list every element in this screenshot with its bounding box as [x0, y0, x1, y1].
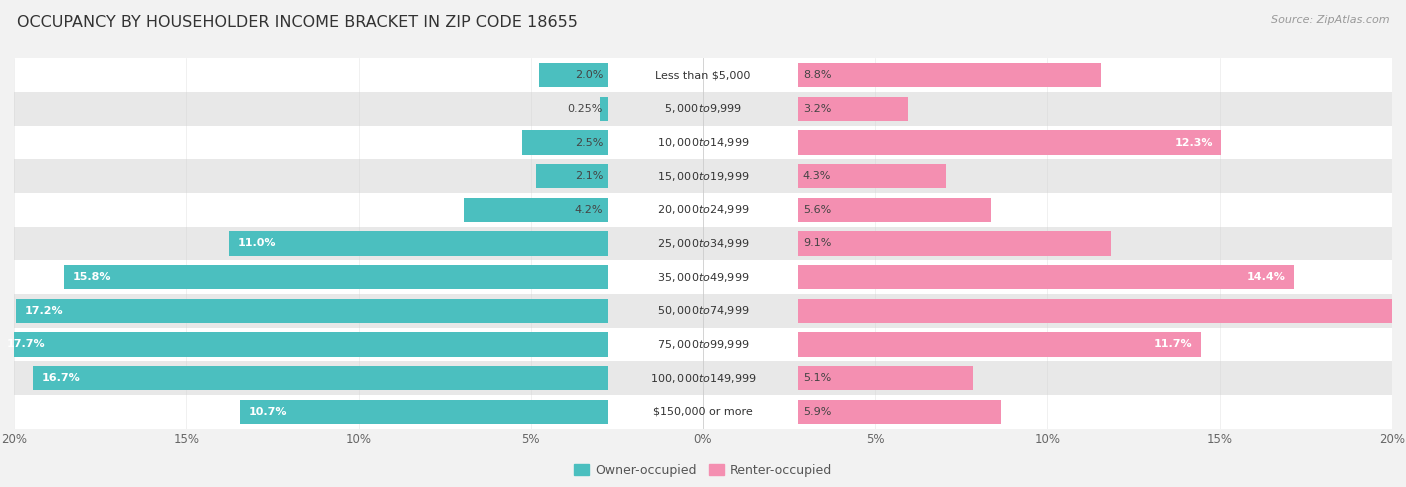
Text: $100,000 to $149,999: $100,000 to $149,999: [650, 372, 756, 385]
Bar: [14, 261, 1392, 294]
Bar: [32, 366, 609, 390]
Bar: [797, 97, 908, 121]
Text: 11.7%: 11.7%: [1153, 339, 1192, 350]
Text: 5.6%: 5.6%: [803, 205, 831, 215]
Text: 4.2%: 4.2%: [575, 205, 603, 215]
Text: $15,000 to $19,999: $15,000 to $19,999: [657, 169, 749, 183]
Text: $25,000 to $34,999: $25,000 to $34,999: [657, 237, 749, 250]
Bar: [14, 58, 1392, 92]
Bar: [14, 226, 1392, 261]
Text: $5,000 to $9,999: $5,000 to $9,999: [664, 102, 742, 115]
Text: 4.3%: 4.3%: [803, 171, 831, 181]
Bar: [239, 400, 609, 424]
Bar: [797, 332, 1201, 356]
Bar: [599, 97, 609, 121]
Bar: [797, 131, 1222, 155]
Bar: [15, 299, 609, 323]
Text: $150,000 or more: $150,000 or more: [654, 407, 752, 417]
Text: 8.8%: 8.8%: [803, 70, 831, 80]
Bar: [797, 198, 991, 222]
Text: $35,000 to $49,999: $35,000 to $49,999: [657, 271, 749, 283]
Text: 15.8%: 15.8%: [73, 272, 111, 282]
Text: Source: ZipAtlas.com: Source: ZipAtlas.com: [1271, 15, 1389, 25]
Text: 9.1%: 9.1%: [803, 239, 831, 248]
Text: 0.25%: 0.25%: [568, 104, 603, 114]
Text: Less than $5,000: Less than $5,000: [655, 70, 751, 80]
Text: 5.1%: 5.1%: [803, 373, 831, 383]
Bar: [14, 395, 1392, 429]
Bar: [65, 265, 609, 289]
Bar: [229, 231, 609, 256]
Text: $20,000 to $24,999: $20,000 to $24,999: [657, 204, 749, 216]
Text: 2.0%: 2.0%: [575, 70, 603, 80]
Bar: [797, 366, 973, 390]
Bar: [797, 299, 1406, 323]
Bar: [464, 198, 609, 222]
Text: 12.3%: 12.3%: [1174, 137, 1213, 148]
Bar: [14, 361, 1392, 395]
Bar: [536, 164, 609, 188]
Legend: Owner-occupied, Renter-occupied: Owner-occupied, Renter-occupied: [568, 459, 838, 482]
Bar: [14, 294, 1392, 328]
Bar: [0, 332, 609, 356]
Bar: [14, 328, 1392, 361]
Bar: [14, 126, 1392, 159]
Text: 2.5%: 2.5%: [575, 137, 603, 148]
Bar: [522, 131, 609, 155]
Text: 11.0%: 11.0%: [238, 239, 277, 248]
Bar: [797, 265, 1294, 289]
Text: 17.7%: 17.7%: [7, 339, 46, 350]
Text: 5.9%: 5.9%: [803, 407, 831, 417]
Bar: [797, 400, 1001, 424]
Bar: [797, 164, 946, 188]
Text: 14.4%: 14.4%: [1246, 272, 1285, 282]
Bar: [540, 63, 609, 87]
Text: 3.2%: 3.2%: [803, 104, 831, 114]
Text: 2.1%: 2.1%: [575, 171, 603, 181]
Bar: [14, 193, 1392, 226]
Text: $10,000 to $14,999: $10,000 to $14,999: [657, 136, 749, 149]
Bar: [14, 92, 1392, 126]
Text: 17.2%: 17.2%: [24, 306, 63, 316]
Text: 10.7%: 10.7%: [249, 407, 287, 417]
Text: $75,000 to $99,999: $75,000 to $99,999: [657, 338, 749, 351]
Bar: [14, 159, 1392, 193]
Bar: [797, 231, 1111, 256]
Text: OCCUPANCY BY HOUSEHOLDER INCOME BRACKET IN ZIP CODE 18655: OCCUPANCY BY HOUSEHOLDER INCOME BRACKET …: [17, 15, 578, 30]
Bar: [797, 63, 1101, 87]
Text: 16.7%: 16.7%: [42, 373, 80, 383]
Text: $50,000 to $74,999: $50,000 to $74,999: [657, 304, 749, 318]
